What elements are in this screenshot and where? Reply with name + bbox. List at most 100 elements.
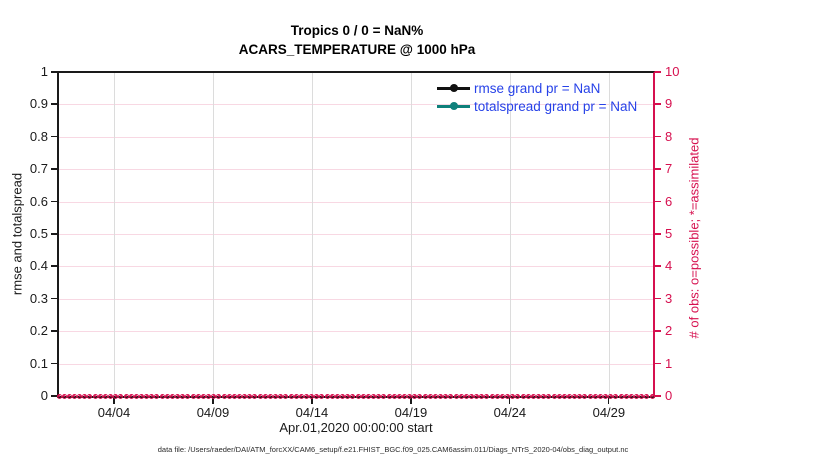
obs-marker bbox=[82, 393, 88, 399]
obs-marker bbox=[489, 393, 495, 399]
obs-marker bbox=[463, 393, 469, 399]
y-right-tick-label: 9 bbox=[665, 96, 673, 112]
chart-title-block: Tropics 0 / 0 = NaN% ACARS_TEMPERATURE @… bbox=[57, 21, 657, 59]
y-right-tick-label: 1 bbox=[665, 355, 673, 371]
obs-marker bbox=[505, 393, 511, 399]
v-gridline bbox=[410, 73, 412, 396]
y-right-tick-label: 5 bbox=[665, 226, 673, 241]
obs-marker bbox=[288, 393, 294, 399]
obs-marker bbox=[133, 393, 139, 399]
obs-marker bbox=[603, 393, 609, 399]
obs-marker bbox=[334, 393, 340, 399]
x-tick-label: 04/09 bbox=[196, 405, 230, 420]
obs-marker bbox=[484, 393, 490, 399]
obs-marker bbox=[139, 393, 144, 399]
y-right-tick-label: 6 bbox=[665, 193, 673, 209]
obs-marker bbox=[319, 393, 325, 399]
right-tick-mark bbox=[655, 103, 661, 105]
h-gridline bbox=[59, 298, 653, 300]
legend-entry: totalspread grand pr = NaN bbox=[437, 97, 637, 115]
bottom-tick-mark bbox=[310, 398, 313, 404]
obs-marker bbox=[407, 393, 413, 399]
obs-marker bbox=[597, 393, 603, 399]
obs-marker bbox=[128, 393, 134, 399]
y-left-tick-label: 0.9 bbox=[29, 96, 48, 112]
obs-marker bbox=[154, 393, 160, 399]
obs-marker bbox=[309, 393, 315, 399]
obs-marker bbox=[412, 393, 418, 399]
right-tick-mark bbox=[655, 168, 661, 170]
y-left-tick-label: 0.7 bbox=[29, 161, 48, 177]
obs-marker bbox=[200, 393, 206, 399]
obs-marker bbox=[77, 393, 83, 399]
legend-entry-label: totalspread grand pr = NaN bbox=[474, 98, 638, 114]
h-gridline bbox=[59, 363, 653, 365]
obs-marker bbox=[71, 393, 77, 399]
obs-marker bbox=[453, 393, 459, 399]
obs-marker bbox=[226, 393, 232, 399]
y-left-tick-label: 1 bbox=[40, 64, 48, 79]
legend-marker-dot bbox=[450, 84, 458, 92]
obs-marker bbox=[386, 393, 392, 399]
obs-marker bbox=[324, 393, 330, 399]
bottom-tick-mark bbox=[211, 398, 214, 404]
left-tick-mark bbox=[51, 200, 57, 203]
y-left-tick-label: 0.1 bbox=[29, 355, 48, 371]
left-tick-mark bbox=[51, 265, 57, 267]
legend-line-sample bbox=[437, 84, 470, 92]
obs-marker bbox=[443, 393, 449, 399]
obs-marker bbox=[257, 393, 263, 399]
obs-marker bbox=[494, 393, 500, 399]
obs-marker bbox=[169, 393, 175, 399]
obs-marker bbox=[97, 393, 103, 399]
obs-marker bbox=[417, 393, 423, 399]
obs-marker bbox=[639, 393, 645, 399]
x-tick-label: 04/29 bbox=[592, 405, 626, 420]
obs-marker bbox=[262, 393, 268, 399]
y-right-tick-label: 2 bbox=[665, 323, 673, 339]
legend-line-sample bbox=[437, 102, 470, 110]
obs-marker bbox=[432, 393, 438, 399]
obs-marker bbox=[634, 393, 640, 399]
right-tick-mark bbox=[655, 200, 661, 203]
h-gridline bbox=[59, 201, 653, 203]
obs-marker bbox=[267, 393, 273, 399]
y-right-tick-label: 0 bbox=[665, 388, 673, 403]
obs-marker bbox=[551, 393, 557, 399]
legend-marker-dot bbox=[450, 102, 458, 110]
v-gridline bbox=[311, 73, 313, 396]
obs-marker bbox=[391, 393, 397, 399]
legend-entry-label: rmse grand pr = NaN bbox=[474, 80, 601, 96]
obs-marker bbox=[118, 393, 124, 399]
y-left-tick-label: 0.2 bbox=[29, 323, 48, 339]
left-tick-mark bbox=[51, 135, 57, 138]
h-gridline bbox=[59, 169, 653, 171]
bottom-tick-mark bbox=[607, 398, 610, 404]
obs-marker bbox=[252, 393, 258, 399]
right-tick-mark bbox=[655, 71, 661, 73]
obs-marker bbox=[365, 393, 371, 399]
obs-marker bbox=[195, 393, 201, 399]
obs-marker bbox=[345, 393, 351, 399]
obs-marker bbox=[628, 393, 634, 399]
v-gridline bbox=[608, 73, 610, 396]
obs-marker bbox=[206, 393, 212, 399]
obs-marker bbox=[427, 393, 433, 399]
left-tick-mark bbox=[51, 362, 57, 365]
obs-marker bbox=[113, 393, 119, 399]
obs-marker bbox=[247, 393, 253, 399]
right-tick-mark bbox=[655, 362, 661, 365]
left-tick-mark bbox=[51, 330, 57, 332]
obs-marker bbox=[469, 393, 475, 399]
x-tick-label: 04/14 bbox=[295, 405, 329, 420]
y-right-tick-label: 10 bbox=[665, 64, 680, 79]
obs-marker bbox=[536, 393, 542, 399]
obs-marker bbox=[520, 393, 526, 399]
obs-marker bbox=[87, 393, 93, 399]
x-tick-label: 04/24 bbox=[493, 405, 527, 420]
obs-marker bbox=[273, 393, 279, 399]
obs-marker bbox=[108, 393, 114, 399]
right-tick-mark bbox=[655, 297, 661, 300]
y-left-tick-label: 0.5 bbox=[29, 226, 48, 241]
obs-marker bbox=[582, 393, 588, 399]
